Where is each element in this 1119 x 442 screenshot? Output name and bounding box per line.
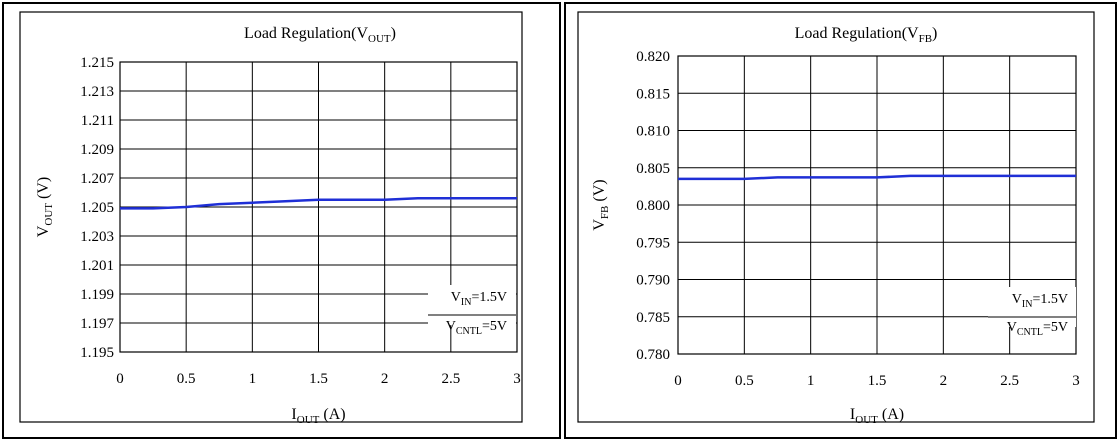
x-tick-label: 0 — [674, 373, 682, 389]
y-tick-label: 1.209 — [80, 142, 114, 158]
annotation-vin: VIN=1.5V — [1012, 292, 1068, 310]
x-tick-label: 3 — [513, 371, 521, 387]
y-tick-label: 1.215 — [80, 55, 114, 71]
y-axis-label: VOUT (V) — [35, 177, 55, 237]
chart-title: Load Regulation(VOUT) — [244, 25, 396, 45]
x-tick-label: 1.5 — [309, 371, 328, 387]
x-tick-label: 2 — [381, 371, 389, 387]
plot-area — [677, 55, 1077, 355]
chart-frame — [19, 11, 523, 423]
y-tick-label: 1.199 — [80, 287, 114, 303]
y-tick-label: 1.201 — [80, 258, 114, 274]
chart-2: 0.820 0.815 0.810 0.805 0.800 0.795 0.790 0.785… — [577, 11, 1095, 426]
y-tick-label: 0.820 — [636, 49, 670, 65]
chart-title: Load Regulation(VFB) — [795, 25, 938, 45]
y-tick-label: 1.207 — [80, 171, 114, 187]
y-tick-label: 0.810 — [636, 124, 670, 140]
x-tick-label: 3 — [1072, 373, 1080, 389]
chart-1: 1.215 1.213 1.211 1.209 1.207 1.205 1.203 1.201… — [19, 11, 523, 426]
y-tick-label: 1.195 — [80, 345, 114, 361]
annotation-background — [988, 287, 1076, 327]
x-tick-label: 2 — [940, 373, 948, 389]
y-tick-label: 0.805 — [636, 161, 670, 177]
x-tick-label: 1.5 — [868, 373, 887, 389]
x-axis-label: IOUT (A) — [291, 406, 345, 426]
y-axis-label: VFB (V) — [591, 179, 611, 230]
x-tick-label: 2.5 — [441, 371, 460, 387]
x-tick-label: 0.5 — [177, 371, 196, 387]
y-tick-label: 0.795 — [636, 235, 670, 251]
y-tick-label: 0.800 — [636, 198, 670, 214]
y-tick-label: 0.785 — [636, 310, 670, 326]
right-chart-panel — [564, 2, 1117, 439]
y-tick-label: 0.815 — [636, 86, 670, 102]
annotation-vcntl: VCNTL=5V — [1007, 320, 1068, 338]
annotation-vin: VIN=1.5V — [451, 290, 507, 308]
annotation-background — [428, 285, 516, 325]
y-tick-label: 1.213 — [80, 84, 114, 100]
y-tick-label: 0.790 — [636, 273, 670, 289]
y-tick-label: 1.205 — [80, 200, 114, 216]
x-tick-label: 2.5 — [1000, 373, 1019, 389]
left-chart-panel — [2, 2, 561, 439]
x-tick-label: 1 — [249, 371, 257, 387]
plot-area — [119, 61, 518, 353]
x-tick-label: 0.5 — [735, 373, 754, 389]
x-tick-label: 1 — [807, 373, 815, 389]
x-axis-label: IOUT (A) — [850, 406, 904, 426]
y-tick-label: 0.780 — [636, 347, 670, 363]
y-tick-label: 1.211 — [81, 113, 114, 129]
annotation-vcntl: VCNTL=5V — [446, 319, 507, 337]
y-tick-label: 1.197 — [80, 316, 114, 332]
x-tick-label: 0 — [116, 371, 124, 387]
chart-frame — [577, 11, 1095, 423]
y-tick-label: 1.203 — [80, 229, 114, 245]
